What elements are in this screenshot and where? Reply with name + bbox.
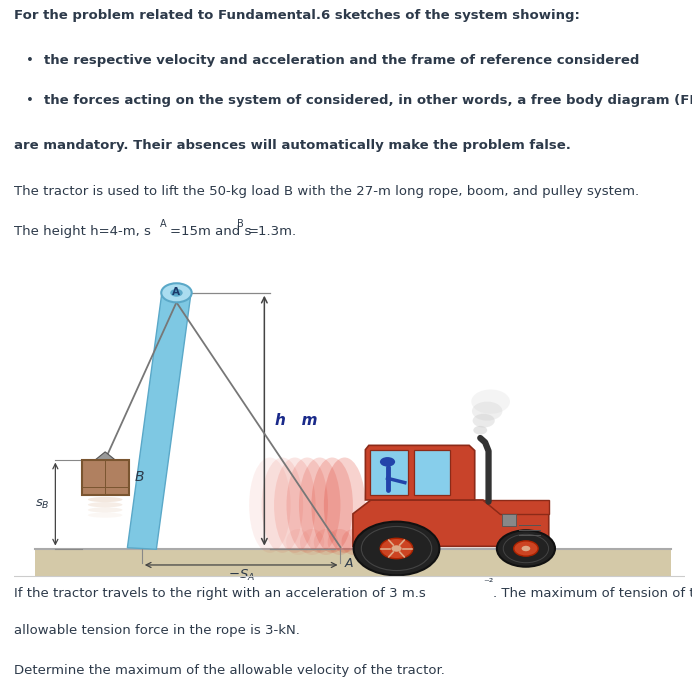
Circle shape bbox=[473, 414, 495, 428]
Ellipse shape bbox=[249, 457, 291, 553]
Ellipse shape bbox=[286, 457, 328, 553]
Text: The tractor is used to lift the 50-kg load B with the 27-m long rope, boom, and : The tractor is used to lift the 50-kg lo… bbox=[14, 185, 639, 198]
Text: . The maximum of tension of the: . The maximum of tension of the bbox=[493, 587, 692, 600]
Polygon shape bbox=[95, 452, 115, 460]
Ellipse shape bbox=[88, 507, 122, 512]
Text: A: A bbox=[172, 287, 180, 296]
Text: Determine the maximum of the allowable velocity of the tractor.: Determine the maximum of the allowable v… bbox=[14, 664, 445, 677]
Text: ⁻²: ⁻² bbox=[484, 578, 494, 589]
Text: allowable tension force in the rope is 3-kN.: allowable tension force in the rope is 3… bbox=[14, 624, 300, 637]
Ellipse shape bbox=[311, 457, 353, 553]
Circle shape bbox=[497, 531, 555, 567]
Polygon shape bbox=[365, 445, 475, 500]
Text: h   m: h m bbox=[275, 413, 317, 428]
Circle shape bbox=[170, 289, 183, 296]
Bar bbox=[502, 514, 516, 526]
Ellipse shape bbox=[88, 497, 122, 502]
Circle shape bbox=[472, 402, 502, 421]
Text: •: • bbox=[26, 54, 34, 67]
Bar bbox=[35, 549, 671, 577]
Bar bbox=[414, 449, 450, 495]
Text: B: B bbox=[134, 470, 144, 484]
Bar bbox=[82, 460, 129, 495]
Circle shape bbox=[380, 538, 413, 559]
Polygon shape bbox=[127, 292, 191, 549]
Polygon shape bbox=[353, 500, 549, 547]
Circle shape bbox=[380, 457, 395, 467]
Text: The height h=4-m, s: The height h=4-m, s bbox=[14, 225, 151, 238]
Text: $-S_A$: $-S_A$ bbox=[228, 568, 255, 583]
Ellipse shape bbox=[262, 457, 303, 553]
Circle shape bbox=[161, 283, 192, 303]
Text: A: A bbox=[160, 219, 167, 229]
Ellipse shape bbox=[88, 512, 122, 518]
Bar bbox=[370, 449, 408, 495]
Text: If the tractor travels to the right with an acceleration of 3 m.s: If the tractor travels to the right with… bbox=[14, 587, 426, 600]
Ellipse shape bbox=[300, 529, 324, 555]
Text: the respective velocity and acceleration and the frame of reference considered: the respective velocity and acceleration… bbox=[44, 54, 639, 67]
Text: •: • bbox=[26, 94, 34, 107]
Circle shape bbox=[473, 426, 487, 435]
Text: =15m and s: =15m and s bbox=[170, 225, 252, 238]
Ellipse shape bbox=[299, 457, 340, 553]
Ellipse shape bbox=[313, 529, 338, 555]
Ellipse shape bbox=[341, 529, 365, 555]
Text: A: A bbox=[345, 556, 353, 570]
Circle shape bbox=[471, 389, 510, 414]
Polygon shape bbox=[483, 500, 549, 514]
Text: B: B bbox=[237, 219, 244, 229]
Circle shape bbox=[392, 545, 401, 552]
Ellipse shape bbox=[274, 457, 316, 553]
Ellipse shape bbox=[324, 457, 365, 553]
Ellipse shape bbox=[327, 529, 352, 555]
Text: the forces acting on the system of considered, in other words, a free body diagr: the forces acting on the system of consi… bbox=[44, 94, 692, 107]
Text: For the problem related to Fundamental.6 sketches of the system showing:: For the problem related to Fundamental.6… bbox=[14, 8, 580, 22]
Text: are mandatory. Their absences will automatically make the problem false.: are mandatory. Their absences will autom… bbox=[14, 139, 571, 152]
Circle shape bbox=[522, 546, 530, 552]
Text: $s_B$: $s_B$ bbox=[35, 498, 50, 511]
Circle shape bbox=[513, 541, 538, 556]
Text: =1.3m.: =1.3m. bbox=[248, 225, 297, 238]
Ellipse shape bbox=[88, 502, 122, 507]
Circle shape bbox=[354, 521, 439, 575]
